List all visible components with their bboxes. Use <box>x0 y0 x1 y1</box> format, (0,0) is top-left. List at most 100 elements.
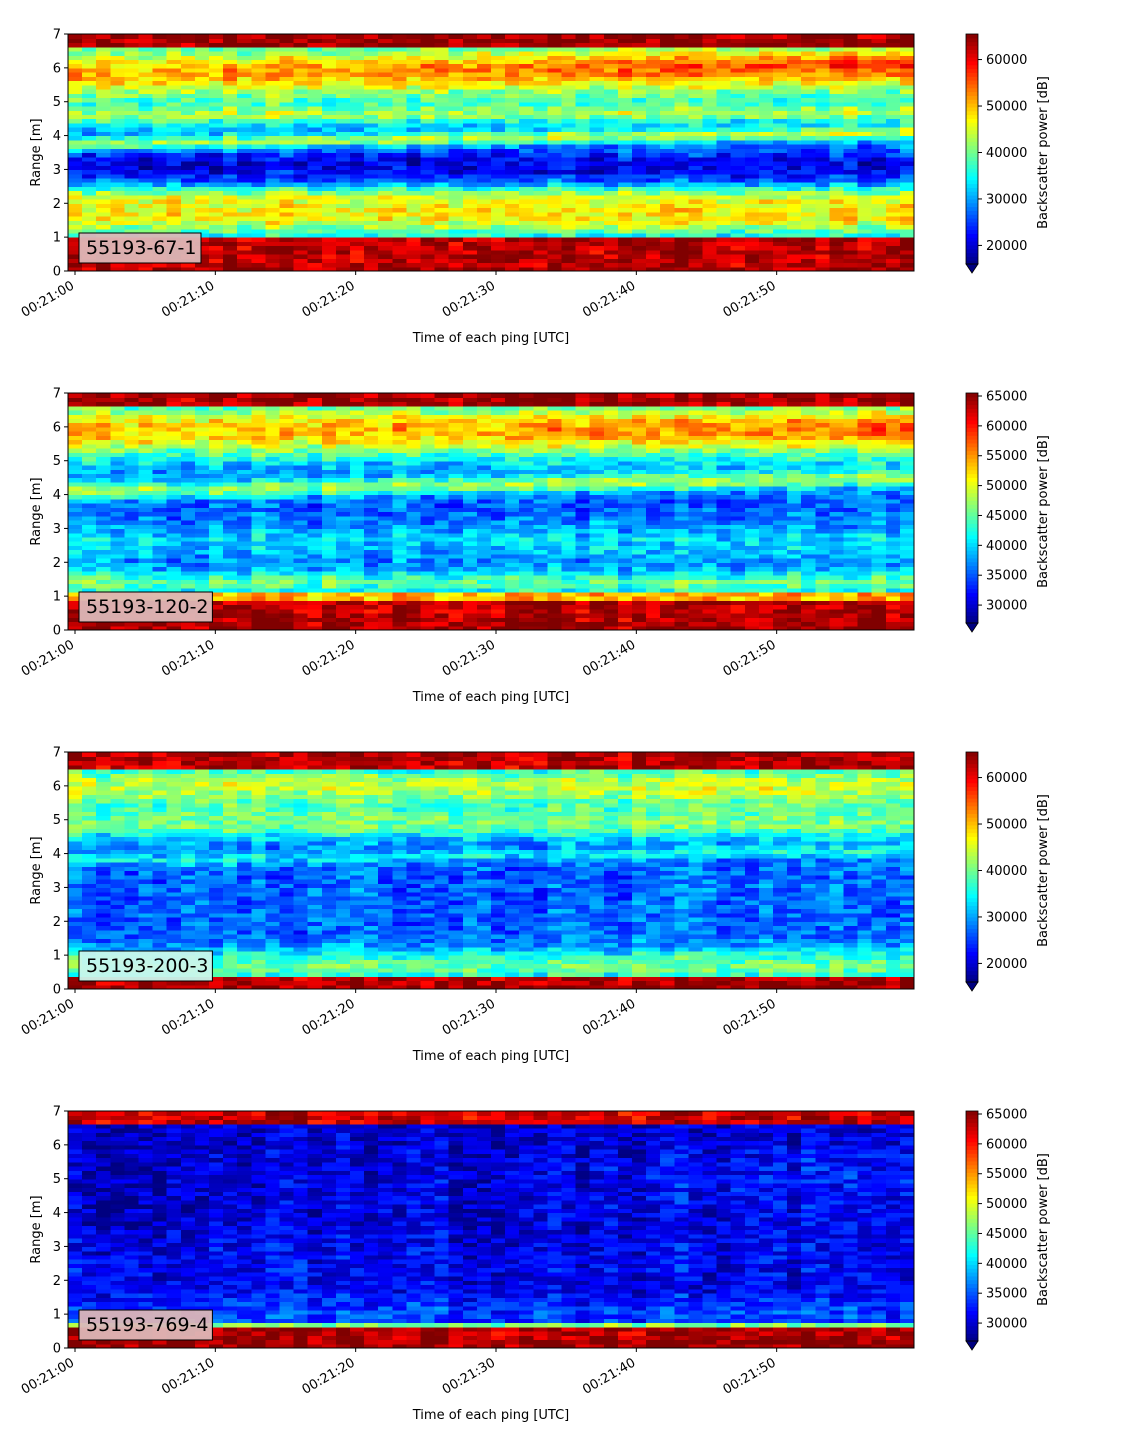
heatmap-cell <box>279 498 295 504</box>
heatmap-cell <box>491 89 506 94</box>
heatmap-cell <box>223 503 238 508</box>
heatmap-cell <box>674 249 689 255</box>
heatmap-cell <box>378 566 393 572</box>
heatmap-cell <box>194 549 210 555</box>
heatmap-cell <box>505 55 520 60</box>
heatmap-cell <box>279 456 295 462</box>
heatmap-cell <box>476 93 492 99</box>
heatmap-cell <box>476 34 492 39</box>
heatmap-cell <box>180 473 196 479</box>
heatmap-cell <box>801 241 816 247</box>
heatmap-cell <box>279 110 295 116</box>
heatmap-cell <box>265 135 281 141</box>
heatmap-cell <box>293 498 309 504</box>
heatmap-cell <box>279 393 295 398</box>
heatmap-cell <box>406 498 422 504</box>
heatmap-cell <box>378 541 393 546</box>
heatmap-cell <box>82 190 97 196</box>
heatmap-cell <box>688 59 704 65</box>
heatmap-cell <box>265 477 281 483</box>
heatmap-cell <box>688 76 704 82</box>
heatmap-cell <box>829 199 845 204</box>
heatmap-cell <box>279 203 295 209</box>
heatmap-cell <box>265 237 281 242</box>
heatmap-cell <box>744 194 760 200</box>
heatmap-cell <box>533 122 548 128</box>
heatmap-cell <box>251 254 266 259</box>
heatmap-cell <box>575 80 591 86</box>
heatmap-cell <box>491 67 506 73</box>
heatmap-cell <box>96 38 111 44</box>
heatmap-cell <box>730 186 746 192</box>
heatmap-cell <box>899 63 915 69</box>
heatmap-cell <box>632 93 647 99</box>
colorbar-band <box>966 126 978 131</box>
heatmap-cell <box>462 148 478 154</box>
heatmap-cell <box>68 190 83 196</box>
heatmap-cell <box>702 186 718 192</box>
heatmap-cell <box>96 448 111 453</box>
heatmap-cell <box>899 169 915 175</box>
heatmap-cell <box>829 241 845 247</box>
heatmap-cell <box>68 439 83 445</box>
heatmap-cell <box>575 237 591 242</box>
heatmap-cell <box>787 173 802 179</box>
heatmap-cell <box>251 587 266 593</box>
heatmap-cell <box>237 511 252 517</box>
heatmap-cell <box>843 131 859 137</box>
heatmap-cell <box>547 72 563 77</box>
heatmap-cell <box>307 203 323 209</box>
heatmap-cell <box>138 515 154 521</box>
heatmap-cell <box>476 76 492 82</box>
heatmap-cell <box>603 135 619 141</box>
heatmap-cell <box>674 122 689 128</box>
heatmap-cell <box>603 89 619 94</box>
heatmap-cell <box>335 169 351 175</box>
heatmap-cell <box>209 127 224 132</box>
heatmap-cell <box>857 118 873 124</box>
heatmap-cell <box>237 545 252 551</box>
heatmap-cell <box>575 254 591 259</box>
heatmap-cell <box>434 524 450 530</box>
heatmap-cell <box>617 220 633 226</box>
heatmap-cell <box>688 241 704 247</box>
heatmap-cell <box>688 165 704 171</box>
heatmap-cell <box>448 249 464 255</box>
heatmap-cell <box>730 224 746 230</box>
heatmap-cell <box>603 224 619 230</box>
heatmap-cell <box>350 46 365 52</box>
heatmap-cell <box>815 55 830 60</box>
heatmap-cell <box>350 190 365 196</box>
heatmap-cell <box>110 431 125 436</box>
heatmap-cell <box>194 532 210 538</box>
heatmap-cell <box>307 232 323 238</box>
heatmap-cell <box>138 122 154 128</box>
heatmap-cell <box>110 34 125 39</box>
heatmap-cell <box>787 144 802 149</box>
heatmap-cell <box>124 524 140 530</box>
heatmap-cell <box>307 224 323 230</box>
heatmap-cell <box>519 118 534 124</box>
colorbar-band <box>966 91 978 96</box>
heatmap-cell <box>646 194 661 200</box>
heatmap-cell <box>519 55 534 60</box>
heatmap-cell <box>378 519 393 525</box>
heatmap-cell <box>96 215 111 221</box>
heatmap-cell <box>251 541 266 546</box>
heatmap-cell <box>674 84 689 90</box>
heatmap-cell <box>434 194 450 200</box>
heatmap-cell <box>801 105 816 111</box>
heatmap-cell <box>519 122 534 128</box>
heatmap-cell <box>251 600 266 606</box>
heatmap-cell <box>871 228 887 234</box>
heatmap-cell <box>152 89 168 94</box>
heatmap-cell <box>773 46 788 52</box>
heatmap-cell <box>801 160 816 166</box>
heatmap-cell <box>209 245 224 251</box>
heatmap-cell <box>392 194 407 200</box>
heatmap-cell <box>420 545 436 551</box>
heatmap-cell <box>378 511 393 517</box>
heatmap-cell <box>279 160 295 166</box>
heatmap-cell <box>885 114 901 120</box>
heatmap-cell <box>152 84 168 90</box>
